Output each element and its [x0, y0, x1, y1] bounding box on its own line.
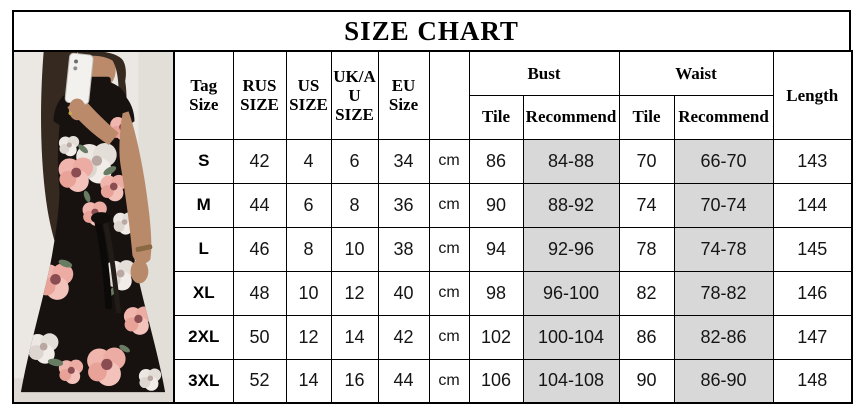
- cell-us-size: 4: [285, 138, 332, 184]
- cell-tag-size: S: [173, 138, 234, 184]
- cell-rus-size: 42: [232, 138, 287, 184]
- cell-rus-size: 50: [232, 314, 287, 360]
- cell-ukau-size: 14: [330, 314, 379, 360]
- cell-eu-size: 44: [377, 358, 430, 404]
- cell-bust-recommend: 84-88: [522, 138, 620, 184]
- cell-us-size: 10: [285, 270, 332, 316]
- floral-dress-illustration: [14, 52, 173, 402]
- cell-bust-tile: 106: [468, 358, 524, 404]
- header-waist: Waist: [618, 50, 774, 96]
- cell-waist-tile: 74: [618, 182, 675, 228]
- table-row-xl: XL 48 10 12 40 cm 98 96-100 82 78-82 146: [173, 270, 853, 316]
- table-row-s: S 42 4 6 34 cm 86 84-88 70 66-70 143: [173, 138, 853, 184]
- cell-length: 143: [772, 138, 853, 184]
- cell-us-size: 6: [285, 182, 332, 228]
- header-unit-empty: [428, 50, 470, 140]
- cell-length: 147: [772, 314, 853, 360]
- cell-tag-size: 2XL: [173, 314, 234, 360]
- cell-bust-recommend: 96-100: [522, 270, 620, 316]
- cell-ukau-size: 12: [330, 270, 379, 316]
- cell-bust-tile: 102: [468, 314, 524, 360]
- header-waist-recommend: Recommend: [673, 94, 774, 140]
- cell-tag-size: XL: [173, 270, 234, 316]
- cell-waist-recommend: 70-74: [673, 182, 774, 228]
- cell-eu-size: 38: [377, 226, 430, 272]
- cell-bust-recommend: 104-108: [522, 358, 620, 404]
- cell-bust-recommend: 92-96: [522, 226, 620, 272]
- cell-tag-size: 3XL: [173, 358, 234, 404]
- cell-ukau-size: 6: [330, 138, 379, 184]
- header-eu-size: EU Size: [377, 50, 430, 140]
- cell-eu-size: 34: [377, 138, 430, 184]
- dress-photo: [12, 50, 173, 404]
- cell-waist-recommend: 86-90: [673, 358, 774, 404]
- cell-rus-size: 52: [232, 358, 287, 404]
- cell-bust-tile: 94: [468, 226, 524, 272]
- header-waist-tile: Tile: [618, 94, 675, 140]
- cell-unit: cm: [428, 226, 470, 272]
- cell-rus-size: 46: [232, 226, 287, 272]
- cell-eu-size: 42: [377, 314, 430, 360]
- cell-bust-tile: 86: [468, 138, 524, 184]
- table-row-3xl: 3XL 52 14 16 44 cm 106 104-108 90 86-90 …: [173, 358, 853, 404]
- table-row-2xl: 2XL 50 12 14 42 cm 102 100-104 86 82-86 …: [173, 314, 853, 360]
- cell-unit: cm: [428, 358, 470, 404]
- header-bust: Bust: [468, 50, 620, 96]
- header-length: Length: [772, 50, 853, 140]
- header-us-size: US SIZE: [285, 50, 332, 140]
- cell-unit: cm: [428, 182, 470, 228]
- cell-waist-tile: 86: [618, 314, 675, 360]
- cell-bust-recommend: 88-92: [522, 182, 620, 228]
- header-bust-recommend: Recommend: [522, 94, 620, 140]
- cell-us-size: 12: [285, 314, 332, 360]
- page-title: SIZE CHART: [344, 15, 519, 46]
- header-tag-size: Tag Size: [173, 50, 234, 140]
- cell-ukau-size: 16: [330, 358, 379, 404]
- cell-waist-recommend: 78-82: [673, 270, 774, 316]
- cell-ukau-size: 10: [330, 226, 379, 272]
- cell-unit: cm: [428, 138, 470, 184]
- header-row-2: Tile Recommend Tile Recommend: [174, 94, 852, 140]
- header-bust-tile: Tile: [468, 94, 524, 140]
- cell-waist-recommend: 82-86: [673, 314, 774, 360]
- header-row-1: Tag Size RUS SIZE US SIZE UK/AU SIZE EU …: [173, 50, 853, 140]
- header-ukau-size: UK/AU SIZE: [330, 50, 379, 140]
- cell-waist-tile: 82: [618, 270, 675, 316]
- cell-us-size: 14: [285, 358, 332, 404]
- cell-unit: cm: [428, 314, 470, 360]
- cell-tag-size: M: [173, 182, 234, 228]
- cell-bust-recommend: 100-104: [522, 314, 620, 360]
- cell-waist-tile: 90: [618, 358, 675, 404]
- cell-tag-size: L: [173, 226, 234, 272]
- cell-waist-recommend: 74-78: [673, 226, 774, 272]
- cell-waist-tile: 70: [618, 138, 675, 184]
- header-rus-size: RUS SIZE: [232, 50, 287, 140]
- cell-us-size: 8: [285, 226, 332, 272]
- table-row-l: L 46 8 10 38 cm 94 92-96 78 74-78 145: [173, 226, 853, 272]
- cell-bust-tile: 90: [468, 182, 524, 228]
- cell-rus-size: 44: [232, 182, 287, 228]
- cell-length: 145: [772, 226, 853, 272]
- table-row-m: M 44 6 8 36 cm 90 88-92 74 70-74 144: [173, 182, 853, 228]
- cell-bust-tile: 98: [468, 270, 524, 316]
- cell-length: 146: [772, 270, 853, 316]
- cell-ukau-size: 8: [330, 182, 379, 228]
- cell-rus-size: 48: [232, 270, 287, 316]
- cell-length: 148: [772, 358, 853, 404]
- cell-eu-size: 36: [377, 182, 430, 228]
- cell-unit: cm: [428, 270, 470, 316]
- cell-waist-recommend: 66-70: [673, 138, 774, 184]
- title-bar: SIZE CHART: [12, 10, 851, 52]
- cell-waist-tile: 78: [618, 226, 675, 272]
- size-chart-table: Tag Size RUS SIZE US SIZE UK/AU SIZE EU …: [173, 50, 854, 404]
- cell-eu-size: 40: [377, 270, 430, 316]
- cell-length: 144: [772, 182, 853, 228]
